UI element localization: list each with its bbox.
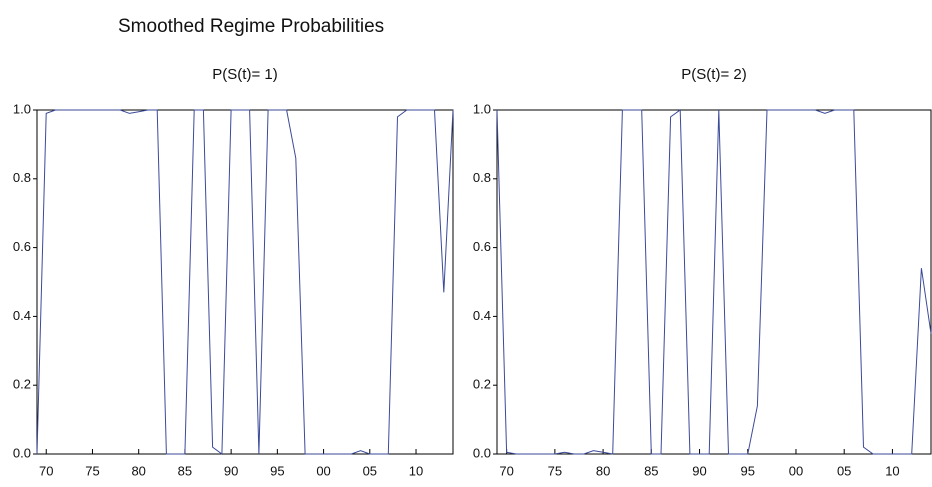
y-tick-label: 0.6 [473,239,491,254]
chart-title: P(S(t)= 2) [681,66,746,83]
y-tick-label: 0.0 [13,445,31,460]
x-tick-label: 95 [270,463,284,478]
x-tick-label: 05 [837,463,851,478]
plot-frame [36,109,454,455]
x-tick-label: 75 [85,463,99,478]
x-tick-label: 70 [499,463,513,478]
data-line [36,109,454,455]
chart-title: P(S(t)= 1) [212,66,277,83]
x-tick-label: 10 [409,463,423,478]
x-tick-label: 85 [644,463,658,478]
y-tick-label: 0.8 [473,170,491,185]
y-tick-label: 0.4 [473,308,491,323]
y-tick-label: 0.2 [13,377,31,392]
y-tick-label: 1.0 [13,101,31,116]
plot-frame [496,109,932,455]
x-tick-label: 00 [789,463,803,478]
y-tick-label: 0.8 [13,170,31,185]
y-tick-label: 0.0 [473,445,491,460]
x-tick-label: 90 [224,463,238,478]
y-tick-label: 0.2 [473,377,491,392]
x-tick-label: 05 [363,463,377,478]
y-tick-label: 1.0 [473,101,491,116]
x-tick-label: 75 [548,463,562,478]
x-tick-label: 95 [741,463,755,478]
y-tick-label: 0.6 [13,239,31,254]
x-tick-label: 80 [596,463,610,478]
x-tick-label: 70 [39,463,53,478]
x-tick-label: 00 [316,463,330,478]
page-title: Smoothed Regime Probabilities [118,16,384,37]
x-tick-label: 80 [131,463,145,478]
data-line [496,109,932,455]
x-tick-label: 10 [885,463,899,478]
x-tick-label: 90 [692,463,706,478]
y-tick-label: 0.4 [13,308,31,323]
x-tick-label: 85 [178,463,192,478]
